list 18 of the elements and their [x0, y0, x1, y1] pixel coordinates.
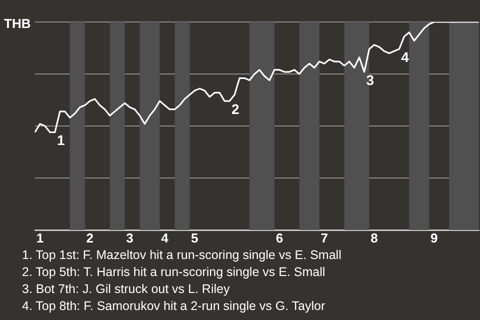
annotation: 1: [56, 132, 65, 148]
y-axis-title: THB: [4, 16, 31, 31]
text: 3. Bot 7th: J. Gil struck out vs L. Riley: [22, 281, 231, 298]
x-tick-label: 1: [36, 230, 44, 246]
x-tick-label: 9: [430, 230, 438, 246]
x-tick-label: 8: [370, 230, 378, 246]
annotation: 2: [232, 100, 240, 117]
x-tick-label: 2: [86, 230, 94, 246]
text: 1. Top 1st: F. Mazeltov hit a run-scoring single vs E. Small: [22, 247, 342, 264]
x-tick-label: 6: [276, 230, 284, 246]
text: 2. Top 5th: T. Harris hit a run-scoring single vs E. Small: [22, 264, 326, 281]
x-tick-label: 5: [191, 230, 198, 246]
x-tick-label: 7: [320, 230, 328, 246]
annotation: 4: [401, 48, 410, 65]
x-tick-label: 4: [161, 230, 170, 246]
annotation: 3: [366, 72, 374, 88]
x-tick-label: 3: [126, 230, 134, 246]
text: 4. Top 8th: F. Samorukov hit a 2-run single vs G. Taylor: [22, 298, 326, 315]
